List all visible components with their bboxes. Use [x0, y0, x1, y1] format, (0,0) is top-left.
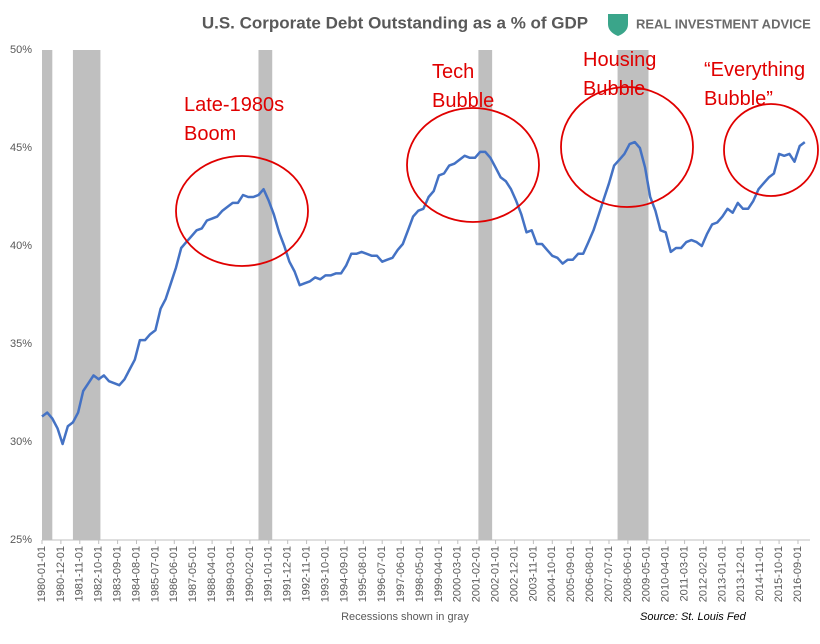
x-tick-label: 1983-09-01 [112, 546, 124, 602]
x-tick-label: 1992-11-01 [300, 546, 312, 601]
x-axis-label: Recessions shown in gray [341, 611, 469, 623]
x-tick-label: 2012-02-01 [697, 546, 709, 602]
annotation-text: Boom [184, 123, 236, 145]
annotation-text: Late-1980s [184, 94, 284, 116]
recession-band [478, 50, 493, 540]
x-tick-label: 2009-05-01 [641, 546, 653, 602]
x-tick-label: 1980-01-01 [36, 546, 48, 602]
x-tick-label: 1986-06-01 [168, 546, 180, 602]
recession-band [617, 50, 649, 540]
y-tick-label: 25% [10, 534, 32, 546]
x-tick-label: 2007-07-01 [603, 546, 615, 602]
x-tick-label: 1988-04-01 [206, 546, 218, 602]
x-tick-label: 1980-12-01 [55, 546, 67, 602]
x-tick-label: 1990-02-01 [244, 546, 256, 602]
x-tick-label: 2002-12-01 [508, 546, 520, 602]
annotation-text: Bubble [432, 90, 494, 112]
x-tick-label: 1993-10-01 [319, 546, 331, 602]
annotation-circle [406, 107, 540, 223]
y-tick-label: 40% [10, 240, 32, 252]
annotation-circle [560, 86, 694, 208]
x-tick-label: 1989-03-01 [225, 546, 237, 602]
logo-shield [608, 14, 628, 36]
annotation-text: Bubble [583, 78, 645, 100]
recession-band [258, 50, 273, 540]
y-tick-label: 45% [10, 142, 32, 154]
x-tick-label: 2011-03-01 [678, 546, 690, 601]
y-tick-label: 50% [10, 44, 32, 56]
x-tick-label: 1996-07-01 [376, 546, 388, 602]
x-tick-label: 2010-04-01 [660, 546, 672, 602]
x-tick-label: 2004-10-01 [546, 546, 558, 602]
x-tick-label: 1998-05-01 [414, 546, 426, 602]
x-tick-label: 1982-10-01 [93, 546, 105, 602]
source-note: Source: St. Louis Fed [640, 611, 747, 623]
x-tick-label: 2016-09-01 [792, 546, 804, 602]
x-tick-label: 2005-09-01 [565, 546, 577, 602]
recession-band [42, 50, 53, 540]
x-tick-label: 2001-02-01 [471, 546, 483, 602]
brand-name: REAL INVESTMENT ADVICE [636, 16, 811, 31]
y-tick-label: 30% [10, 436, 32, 448]
x-tick-label: 1985-07-01 [149, 546, 161, 602]
x-tick-label: 1991-01-01 [263, 546, 275, 602]
x-tick-label: 1991-12-01 [282, 546, 294, 602]
x-tick-label: 1997-06-01 [395, 546, 407, 602]
x-tick-label: 2013-01-01 [716, 546, 728, 602]
x-tick-label: 1984-08-01 [130, 546, 142, 602]
x-tick-label: 2013-12-01 [735, 546, 747, 602]
annotation-text: “Everything [704, 59, 805, 81]
x-tick-label: 2015-10-01 [773, 546, 785, 602]
x-tick-label: 2000-03-01 [452, 546, 464, 602]
x-tick-label: 2002-01-01 [489, 546, 501, 602]
annotation-text: Bubble” [704, 88, 773, 110]
x-tick-label: 2006-08-01 [584, 546, 596, 602]
annotation-text: Tech [432, 61, 474, 83]
recession-band [72, 50, 101, 540]
annotation-text: Housing [583, 49, 656, 71]
x-tick-label: 1999-04-01 [433, 546, 445, 602]
x-tick-label: 2003-11-01 [527, 546, 539, 601]
x-tick-label: 1994-09-01 [338, 546, 350, 602]
data-line [41, 140, 806, 446]
x-tick-label: 2014-11-01 [754, 546, 766, 601]
x-tick-label: 1981-11-01 [74, 546, 86, 601]
annotation-circle [723, 103, 819, 197]
x-tick-label: 1995-08-01 [357, 546, 369, 602]
annotation-circle [175, 155, 309, 267]
brand-logo: REAL INVESTMENT ADVICE [608, 14, 811, 36]
y-tick-label: 35% [10, 338, 32, 350]
x-tick-label: 1987-05-01 [187, 546, 199, 602]
x-tick-label: 2008-06-01 [622, 546, 634, 602]
chart-title: U.S. Corporate Debt Outstanding as a % o… [202, 13, 588, 32]
